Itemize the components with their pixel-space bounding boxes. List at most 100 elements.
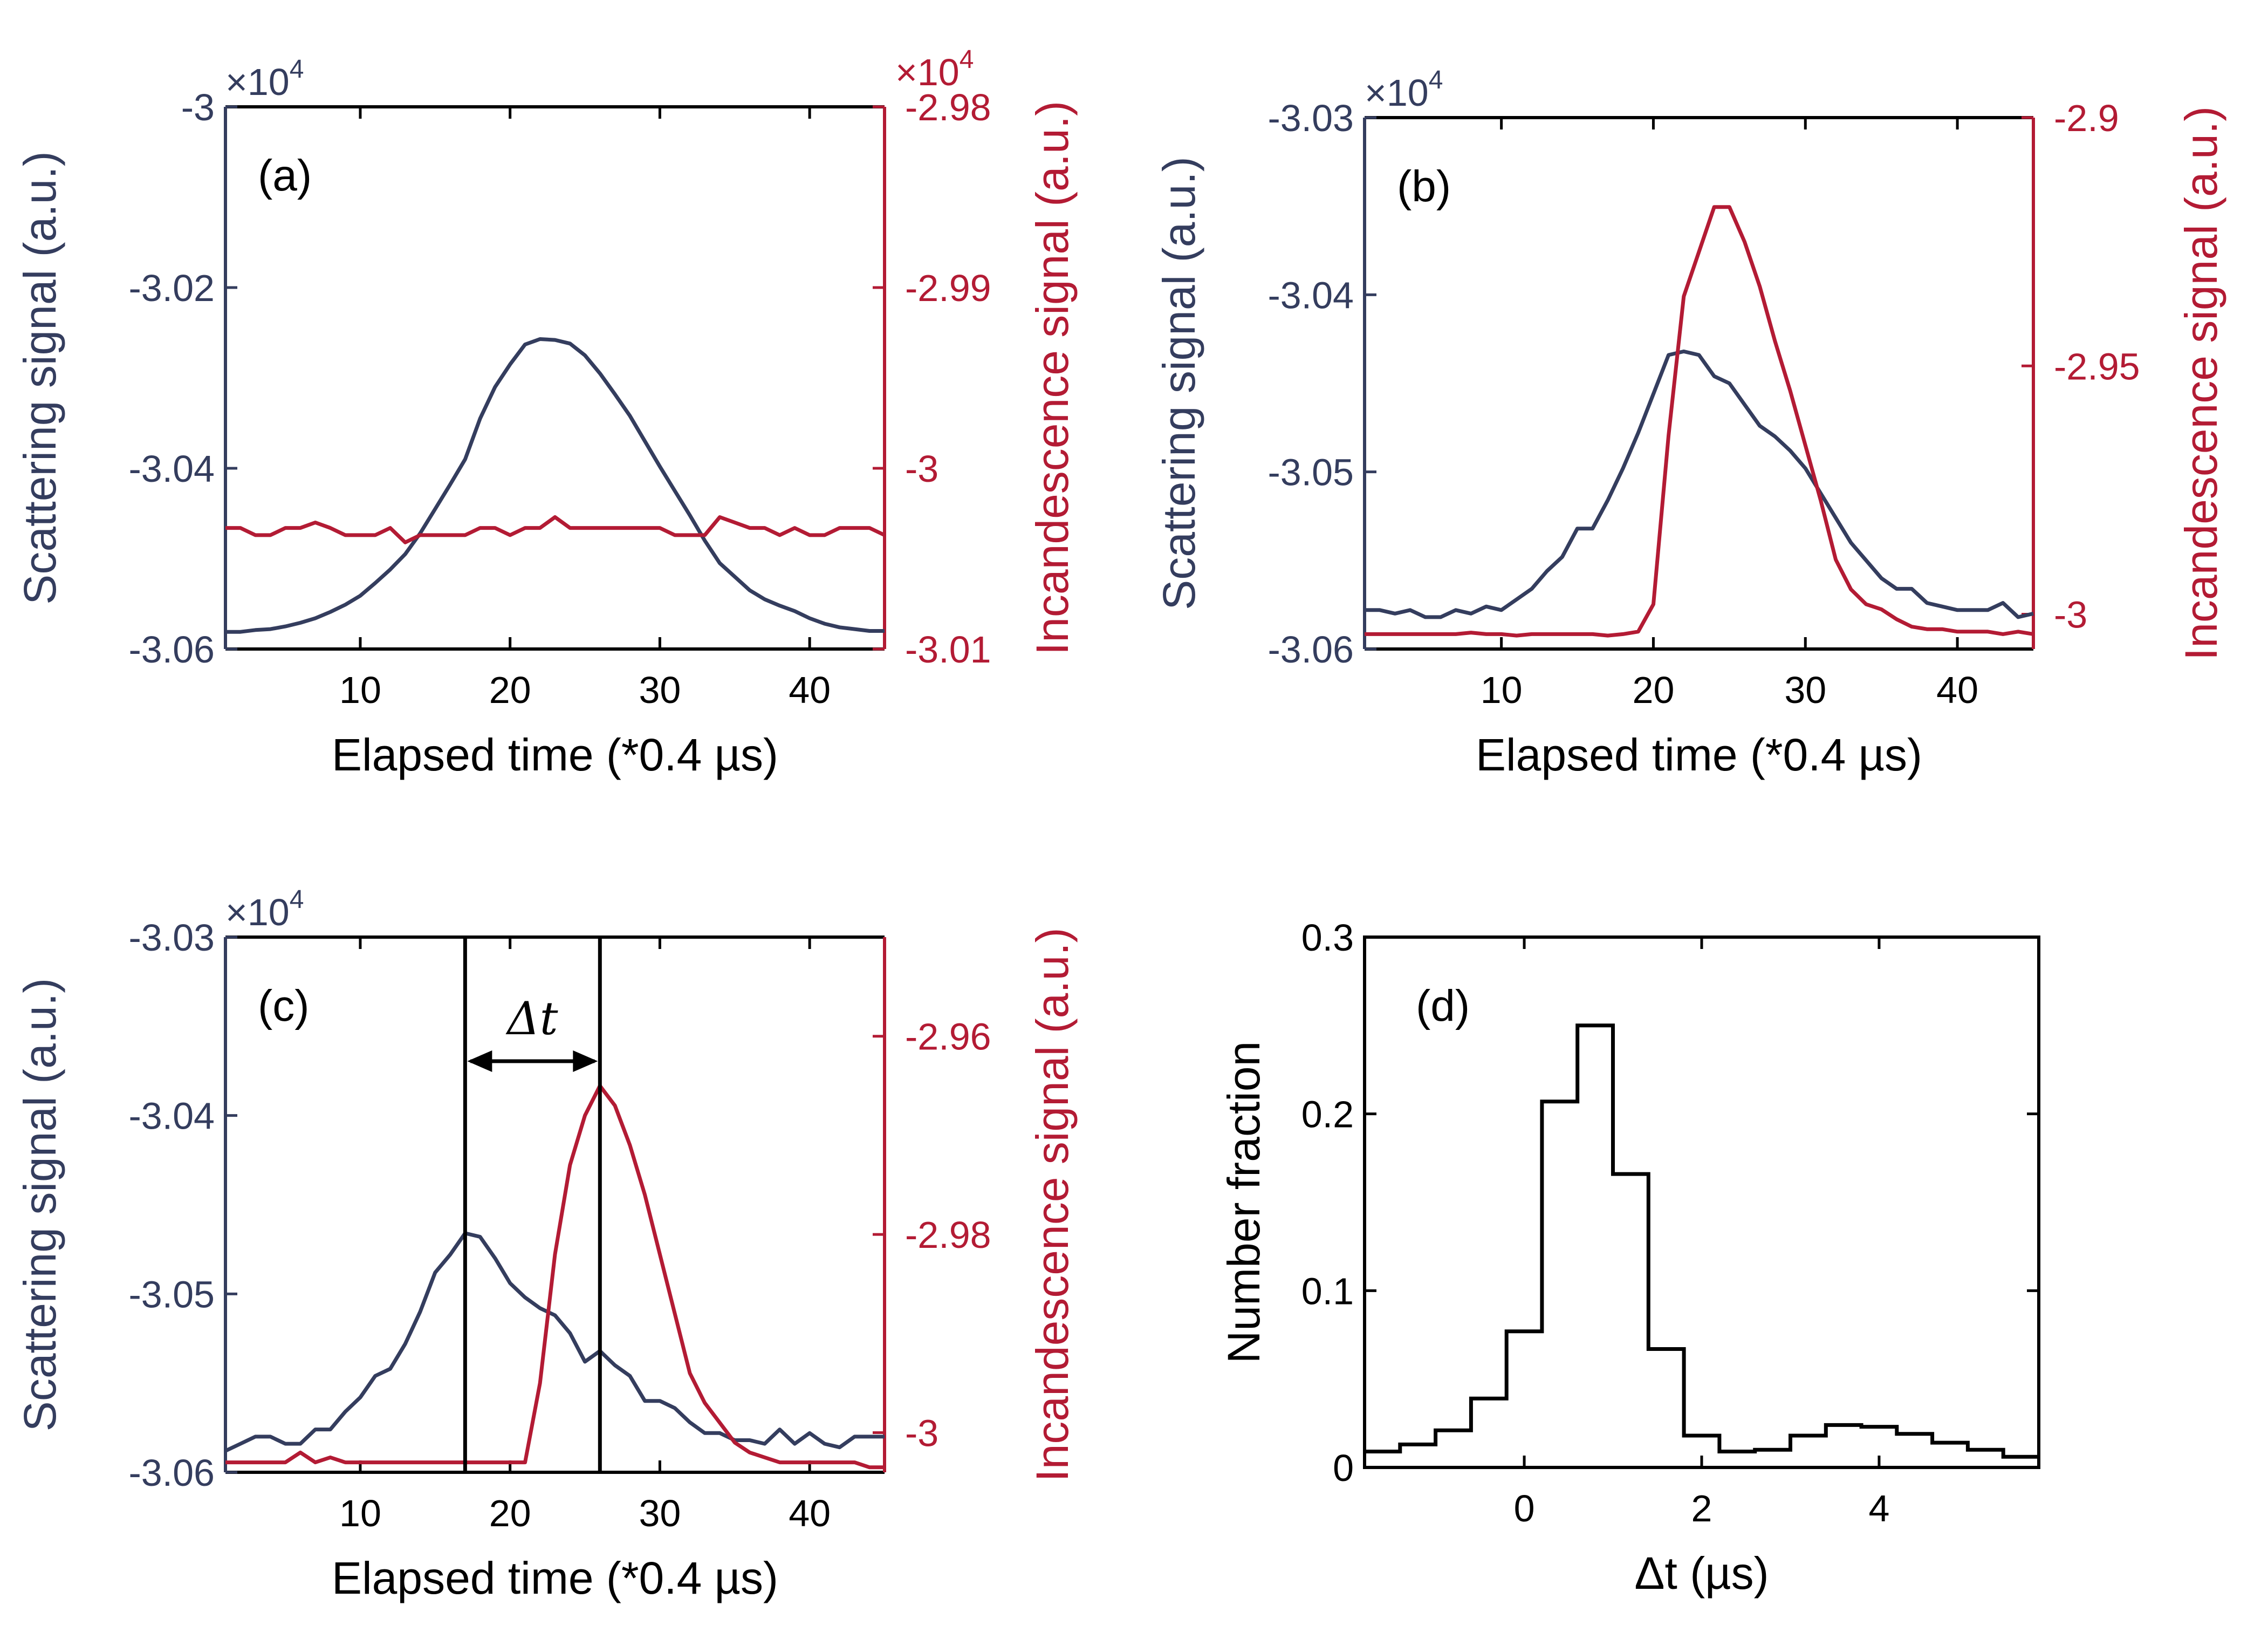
y-axis-title-right: Incandescence signal (a.u.): [1027, 101, 1078, 655]
histogram-bin: [1542, 1102, 1578, 1467]
incandescence-signal-line: [225, 515, 886, 544]
scattering-signal-line: [1365, 349, 2034, 619]
y-multiplier-left-base: ×10: [1365, 72, 1429, 114]
panel-label: (a): [258, 151, 312, 200]
y-tick-label-right: -2.99: [905, 267, 991, 309]
y-tick-label-left: -3.05: [1267, 452, 1354, 494]
panel-label: (c): [258, 981, 310, 1030]
histogram-bin: [1897, 1434, 1933, 1467]
histogram-bin: [1861, 1427, 1897, 1467]
y-tick-label: 0.3: [1301, 917, 1354, 959]
histogram-bin: [1648, 1349, 1684, 1467]
y-tick-label: 0: [1333, 1447, 1354, 1489]
y-tick-label-left: -3.06: [128, 629, 215, 671]
delta-t-annotation: Δt: [505, 992, 558, 1045]
histogram-bin: [1684, 1436, 1719, 1467]
y-tick-label-right: -3: [905, 1412, 938, 1454]
histogram-bin: [1613, 1174, 1649, 1467]
y-tick-label-left: -3.02: [128, 267, 215, 309]
y-tick-label-left: -3.03: [1267, 97, 1354, 139]
panel-a-scattering-incandescence-chart: 10 20 30 40 -3.06 -3.04 -3.02 -3 -3.01 -3 -2.99 -2.…: [15, 45, 1078, 780]
x-tick-label: 40: [1936, 669, 1978, 711]
y-tick-label-left: -3.06: [1267, 629, 1354, 671]
y-axis-title-left: Scattering signal (a.u.): [15, 978, 65, 1431]
x-tick-label: 30: [639, 1492, 681, 1534]
incandescence-signal-line: [1365, 205, 2034, 638]
histogram-bin: [1933, 1443, 1968, 1467]
y-axis-title-right: Incandescence signal (a.u.): [2176, 106, 2226, 660]
x-tick-label: 10: [1481, 669, 1523, 711]
y-axis-title-left: Scattering signal (a.u.): [1154, 156, 1204, 610]
y-tick-label-left: -3.03: [128, 917, 215, 959]
y-tick-label-right: -2.96: [905, 1016, 991, 1058]
scattering-signal-line: [225, 337, 885, 634]
histogram-bin: [1719, 1452, 1755, 1467]
y-axis-title-right: Incandescence signal (a.u.): [1027, 927, 1078, 1481]
histogram-bin: [2003, 1457, 2039, 1467]
y-multiplier-left: ×104: [1365, 66, 1443, 114]
y-tick-label: 0.2: [1301, 1094, 1354, 1136]
panel-c-scattering-incandescence-chart: 10 20 30 40 -3.06 -3.05 -3.04 -3.03 -3 -2.98 -2.96…: [15, 885, 1078, 1603]
delta-t-arrow-head-left: [467, 1050, 492, 1072]
x-axis-title: Elapsed time (*0.4 µs): [332, 1553, 778, 1603]
histogram-bin: [1436, 1430, 1471, 1467]
histogram-outline: [1365, 1023, 2039, 1459]
y-tick-label-right: -3: [2054, 594, 2087, 636]
panel-d-delta-t-histogram: 0 2 4 0 0.1 0.2 0.3 (d) Δt (µs) Number fraction: [1218, 917, 2040, 1599]
x-tick-label: 0: [1514, 1487, 1535, 1529]
y-multiplier-left-base: ×10: [225, 61, 290, 103]
y-tick-label-right: -3: [905, 448, 938, 490]
x-tick-label: 20: [1633, 669, 1675, 711]
histogram-bin: [1506, 1331, 1542, 1467]
y-tick-label-right: -2.9: [2054, 97, 2119, 139]
y-multiplier-right-base: ×10: [895, 51, 960, 93]
y-tick-label-right: -2.95: [2054, 345, 2140, 387]
y-tick-label-right: -2.98: [905, 1214, 991, 1256]
histogram-bin: [1968, 1450, 2003, 1467]
y-tick-label-left: -3: [181, 86, 215, 128]
y-multiplier-right: ×104: [895, 45, 974, 93]
panel-b-scattering-incandescence-chart: 10 20 30 40 -3.06 -3.05 -3.04 -3.03 -3 -2.95 -2.9 (…: [1154, 66, 2226, 780]
panel-label: (b): [1397, 162, 1451, 211]
x-tick-label: 30: [639, 669, 681, 711]
y-multiplier-right-exponent: 4: [960, 45, 974, 74]
scattering-signal-line: [224, 1231, 885, 1453]
y-multiplier-left: ×104: [225, 885, 304, 933]
y-tick-label: 0.1: [1301, 1270, 1354, 1312]
x-axis-title: Elapsed time (*0.4 µs): [1476, 729, 1922, 780]
y-tick-label-right: -3.01: [905, 629, 991, 671]
y-tick-label-left: -3.04: [128, 1095, 215, 1137]
x-tick-label: 30: [1784, 669, 1826, 711]
histogram-bin: [1365, 1452, 1400, 1467]
delta-t-arrow-head-right: [573, 1050, 598, 1072]
y-tick-label-left: -3.05: [128, 1273, 215, 1315]
x-axis-title: Elapsed time (*0.4 µs): [332, 729, 778, 780]
y-axis-title-left: Scattering signal (a.u.): [15, 151, 65, 604]
y-multiplier-left-base: ×10: [225, 891, 290, 933]
incandescence-signal-line: [225, 1084, 885, 1470]
panel-label: (d): [1416, 981, 1470, 1030]
x-tick-label: 40: [789, 1492, 831, 1534]
histogram-bin: [1578, 1026, 1613, 1467]
x-tick-label: 10: [339, 669, 381, 711]
histogram-bin: [1471, 1398, 1506, 1467]
y-tick-label-left: -3.06: [128, 1452, 215, 1494]
x-tick-label: 10: [339, 1492, 381, 1534]
y-multiplier-left-exponent: 4: [1429, 66, 1443, 94]
x-tick-label: 20: [489, 1492, 531, 1534]
y-multiplier-left-exponent: 4: [290, 885, 304, 914]
histogram-bin: [1755, 1450, 1791, 1467]
histogram-bin: [1400, 1444, 1436, 1467]
y-tick-label-left: -3.04: [1267, 274, 1354, 316]
histogram-bin: [1826, 1425, 1861, 1467]
y-axis-title: Number fraction: [1218, 1041, 1269, 1364]
x-tick-label: 20: [489, 669, 531, 711]
x-tick-label: 2: [1691, 1487, 1712, 1529]
x-tick-label: 4: [1868, 1487, 1889, 1529]
y-multiplier-left: ×104: [225, 55, 304, 103]
y-tick-label-left: -3.04: [128, 448, 215, 490]
histogram-bin: [1790, 1436, 1826, 1467]
y-multiplier-left-exponent: 4: [290, 55, 304, 84]
x-tick-label: 40: [789, 669, 831, 711]
